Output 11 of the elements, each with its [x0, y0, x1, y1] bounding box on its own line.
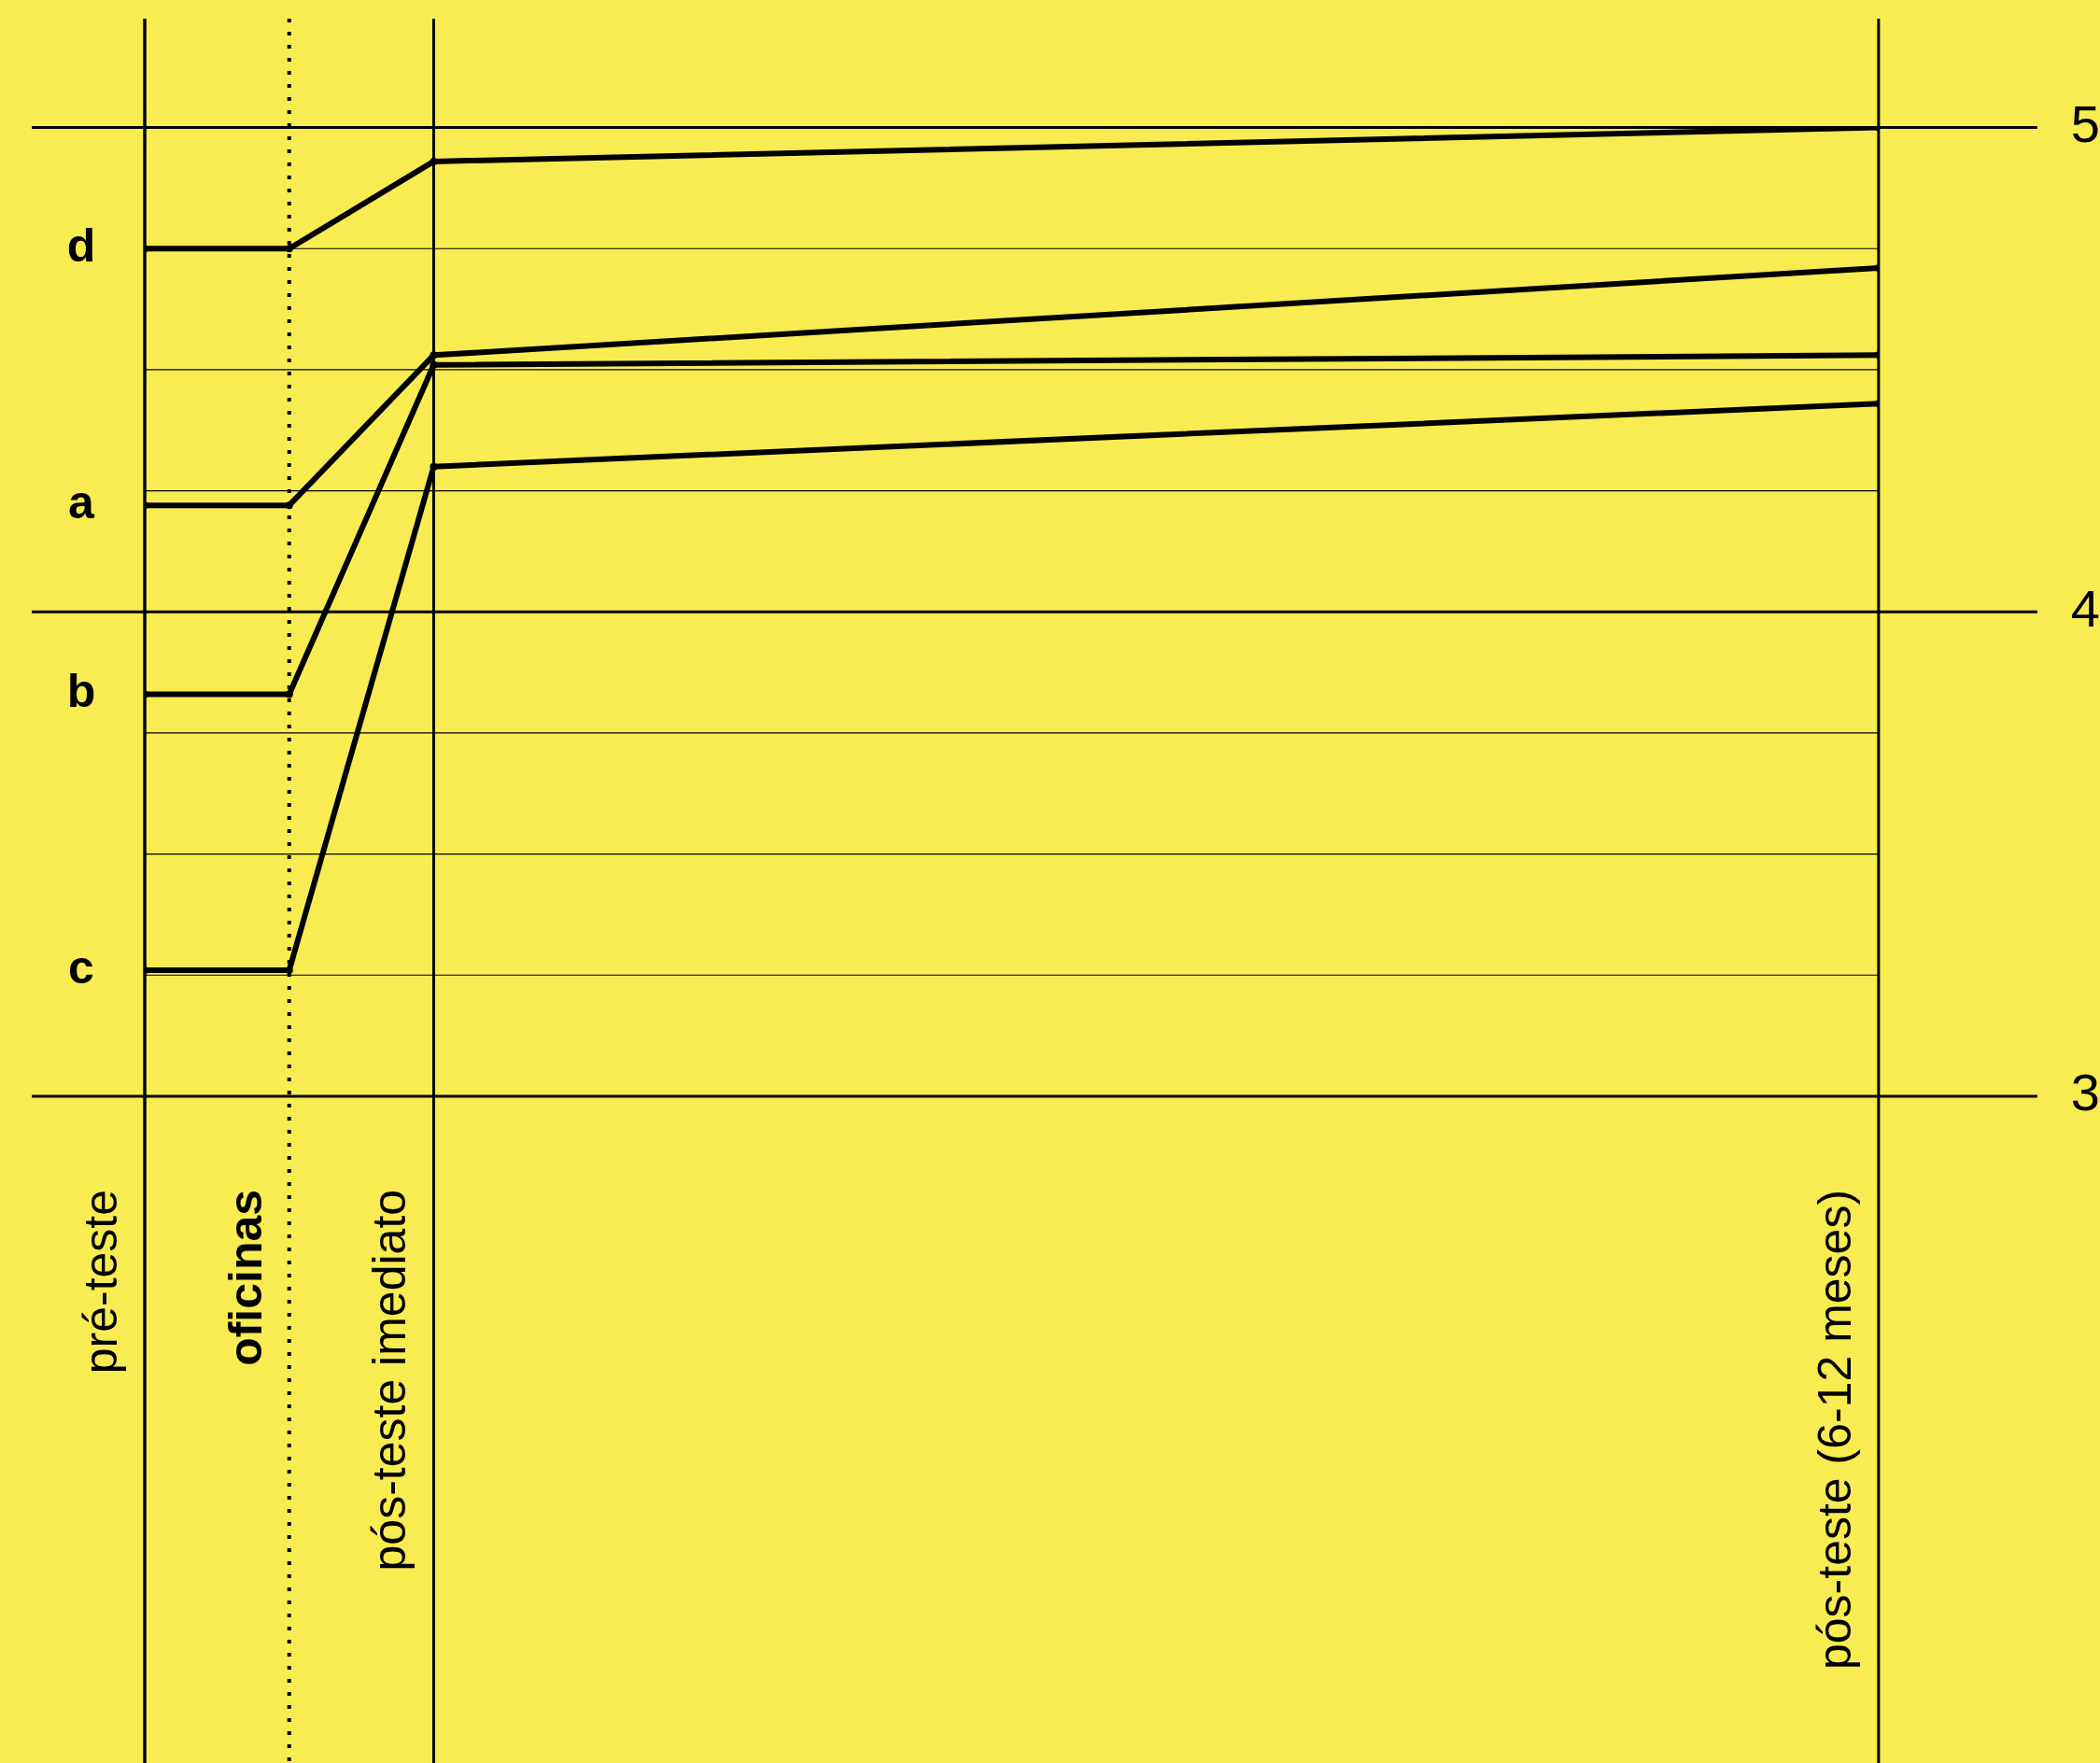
- x-tick-label: pós-teste (6-12 meses): [1808, 1189, 1861, 1671]
- y-tick-label: 5: [2070, 94, 2100, 154]
- y-tick-label: 4: [2070, 578, 2100, 638]
- x-tick-label: oficinas: [218, 1189, 272, 1366]
- series-label: c: [68, 940, 94, 994]
- x-tick-label: pré-teste: [74, 1189, 127, 1375]
- series-label: a: [68, 475, 96, 529]
- y-tick-label: 3: [2070, 1063, 2100, 1122]
- series-label: b: [66, 665, 96, 718]
- x-tick-label: pós-teste imediato: [363, 1189, 416, 1572]
- series-label: d: [66, 219, 96, 273]
